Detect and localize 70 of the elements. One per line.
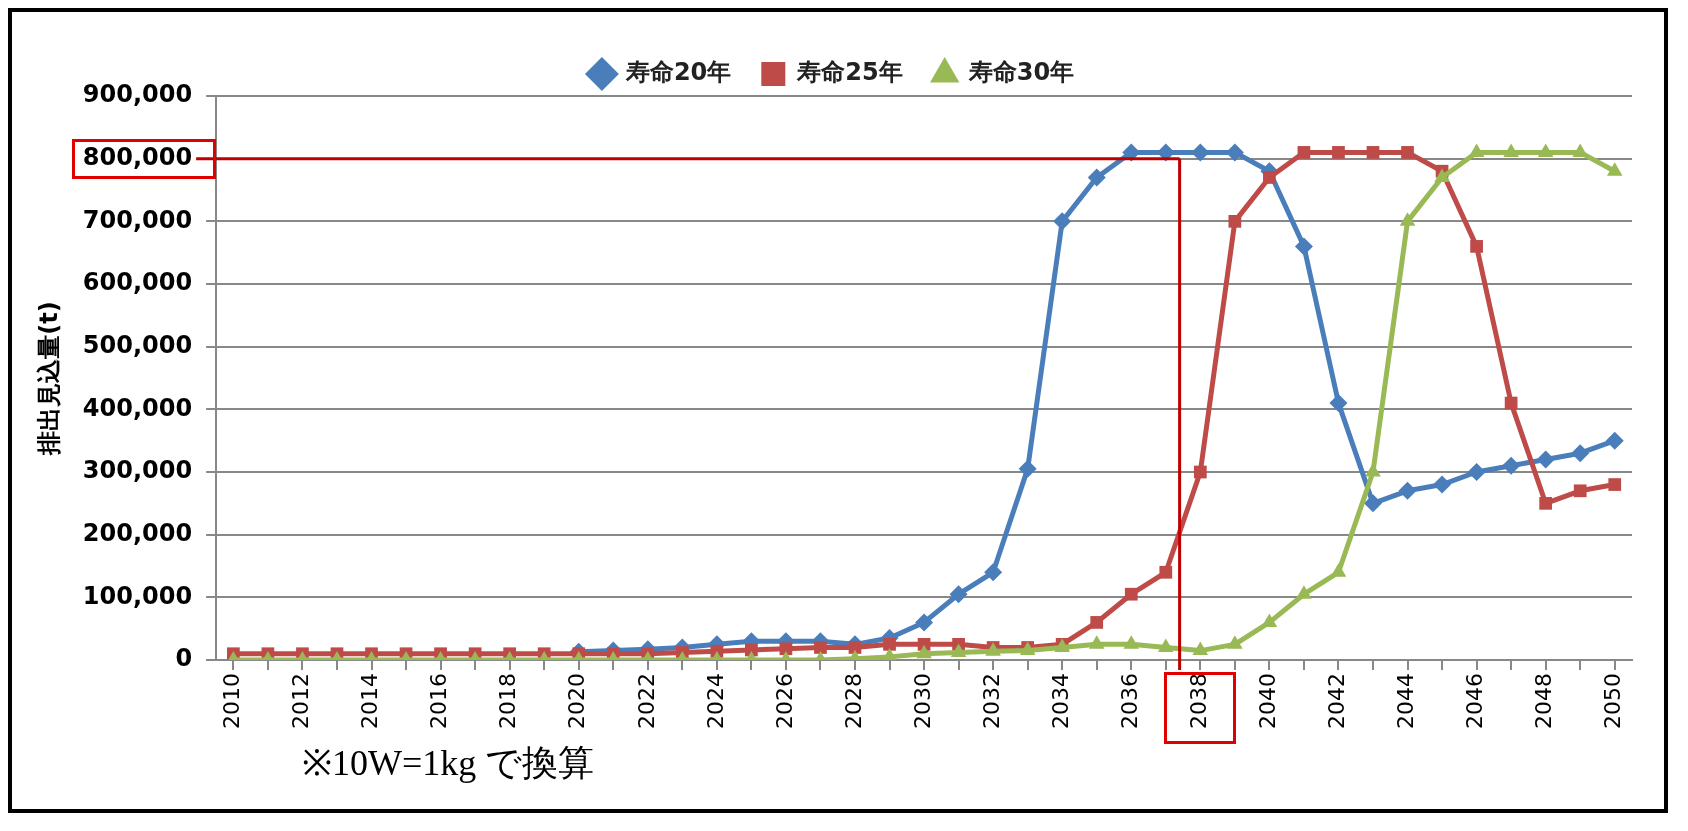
point: [1159, 565, 1173, 579]
point: [1502, 456, 1521, 475]
x-tick-label: 2026: [771, 673, 797, 730]
point: [1366, 146, 1380, 159]
point: [883, 637, 896, 651]
y-tick-label: 600,000: [82, 268, 193, 297]
point: [1539, 496, 1553, 510]
point: [1401, 146, 1414, 159]
point: [1193, 465, 1207, 479]
legend-label: 寿命20年: [624, 58, 732, 87]
point: [1294, 237, 1313, 256]
point: [848, 641, 862, 654]
x-tick-label: 2038: [1186, 673, 1212, 730]
x-tick-label: 2028: [840, 673, 866, 730]
point: [1433, 475, 1452, 494]
point: [1053, 212, 1072, 231]
text: ※10W=1kg で換算: [302, 742, 595, 785]
x-tick-label: 2030: [909, 673, 935, 730]
point: [1332, 146, 1345, 159]
x-tick-label: 2012: [288, 673, 314, 730]
y-tick-label: 800,000: [82, 142, 193, 171]
x-tick-label: 2048: [1531, 673, 1557, 730]
x-tick-label: 2042: [1324, 673, 1350, 730]
x-tick-label: 2022: [633, 673, 659, 730]
point: [1263, 171, 1276, 184]
x-tick-label: 2050: [1600, 673, 1626, 730]
point: [1467, 463, 1486, 482]
point: [1018, 459, 1037, 478]
legend-label: 寿命25年: [796, 58, 903, 87]
point: [1608, 478, 1622, 491]
point: [1398, 481, 1417, 500]
x-tick-label: 2018: [495, 673, 521, 730]
x-tick-label: 2034: [1047, 673, 1073, 730]
x-tick-label: 2032: [978, 673, 1004, 730]
point: [949, 585, 968, 604]
point: [1605, 431, 1624, 450]
y-axis-title: 排出見込量(t): [34, 301, 63, 456]
x-tick-label: 2014: [357, 673, 383, 730]
point: [1228, 214, 1242, 228]
point: [984, 563, 1003, 582]
point: [1571, 444, 1590, 463]
y-tick-label: 900,000: [82, 80, 193, 109]
x-tick-label: 2016: [426, 673, 452, 730]
point: [1297, 146, 1311, 159]
y-tick-label: 0: [175, 644, 193, 673]
y-tick-label: 400,000: [82, 393, 193, 422]
point: [1364, 494, 1382, 513]
y-tick-label: 500,000: [82, 330, 193, 359]
point: [1090, 616, 1104, 629]
x-tick-label: 2040: [1255, 673, 1281, 730]
x-tick-label: 2044: [1393, 673, 1419, 730]
y-tick-label: 700,000: [82, 205, 193, 234]
y-tick-label: 200,000: [82, 518, 193, 547]
point: [1329, 394, 1348, 413]
point: [1124, 587, 1138, 601]
point: [779, 642, 793, 656]
point: [1536, 450, 1555, 469]
x-tick-label: 2036: [1116, 673, 1142, 730]
point: [814, 641, 827, 654]
point: [915, 613, 934, 632]
point: [1573, 484, 1587, 498]
point: [1087, 168, 1106, 187]
point: [1470, 240, 1483, 253]
x-tick-label: 2024: [702, 673, 728, 730]
x-tick-label: 2046: [1462, 673, 1488, 730]
y-tick-label: 100,000: [82, 581, 193, 610]
y-tick-label: 300,000: [82, 456, 193, 485]
x-tick-label: 2010: [219, 673, 245, 730]
x-tick-label: 2020: [564, 673, 590, 730]
legend-label: 寿命30年: [967, 58, 1075, 87]
